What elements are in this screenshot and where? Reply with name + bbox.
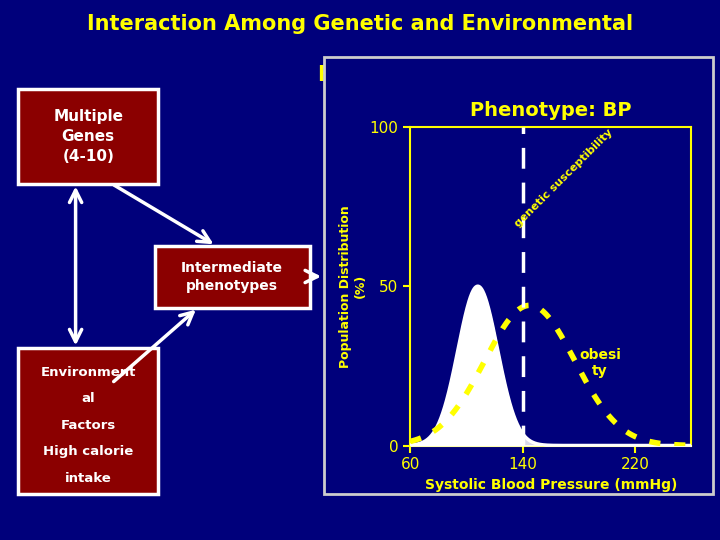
Bar	[18, 89, 158, 184]
Bar	[18, 348, 158, 494]
Text: genetic susceptibility: genetic susceptibility	[513, 127, 615, 229]
X-axis label: Systolic Blood Pressure (mmHg): Systolic Blood Pressure (mmHg)	[425, 478, 677, 492]
Text: al: al	[81, 392, 95, 405]
Text: Intermediate
phenotypes: Intermediate phenotypes	[181, 261, 283, 293]
Y-axis label: Population Distribution
(%): Population Distribution (%)	[339, 205, 367, 368]
Text: intake: intake	[65, 472, 112, 485]
Text: High calorie: High calorie	[43, 445, 133, 458]
Text: obesi
ty: obesi ty	[579, 348, 621, 378]
Bar	[324, 57, 713, 494]
Title: Phenotype: BP: Phenotype: BP	[470, 101, 631, 120]
Text: Environment: Environment	[40, 366, 136, 379]
Text: Factors: Factors	[60, 418, 116, 431]
Text: Interaction Among Genetic and Environmental: Interaction Among Genetic and Environmen…	[87, 14, 633, 33]
Text: Factors: Factors	[317, 65, 403, 85]
Text: Multiple
Genes
(4-10): Multiple Genes (4-10)	[53, 109, 123, 164]
Bar	[155, 246, 310, 308]
